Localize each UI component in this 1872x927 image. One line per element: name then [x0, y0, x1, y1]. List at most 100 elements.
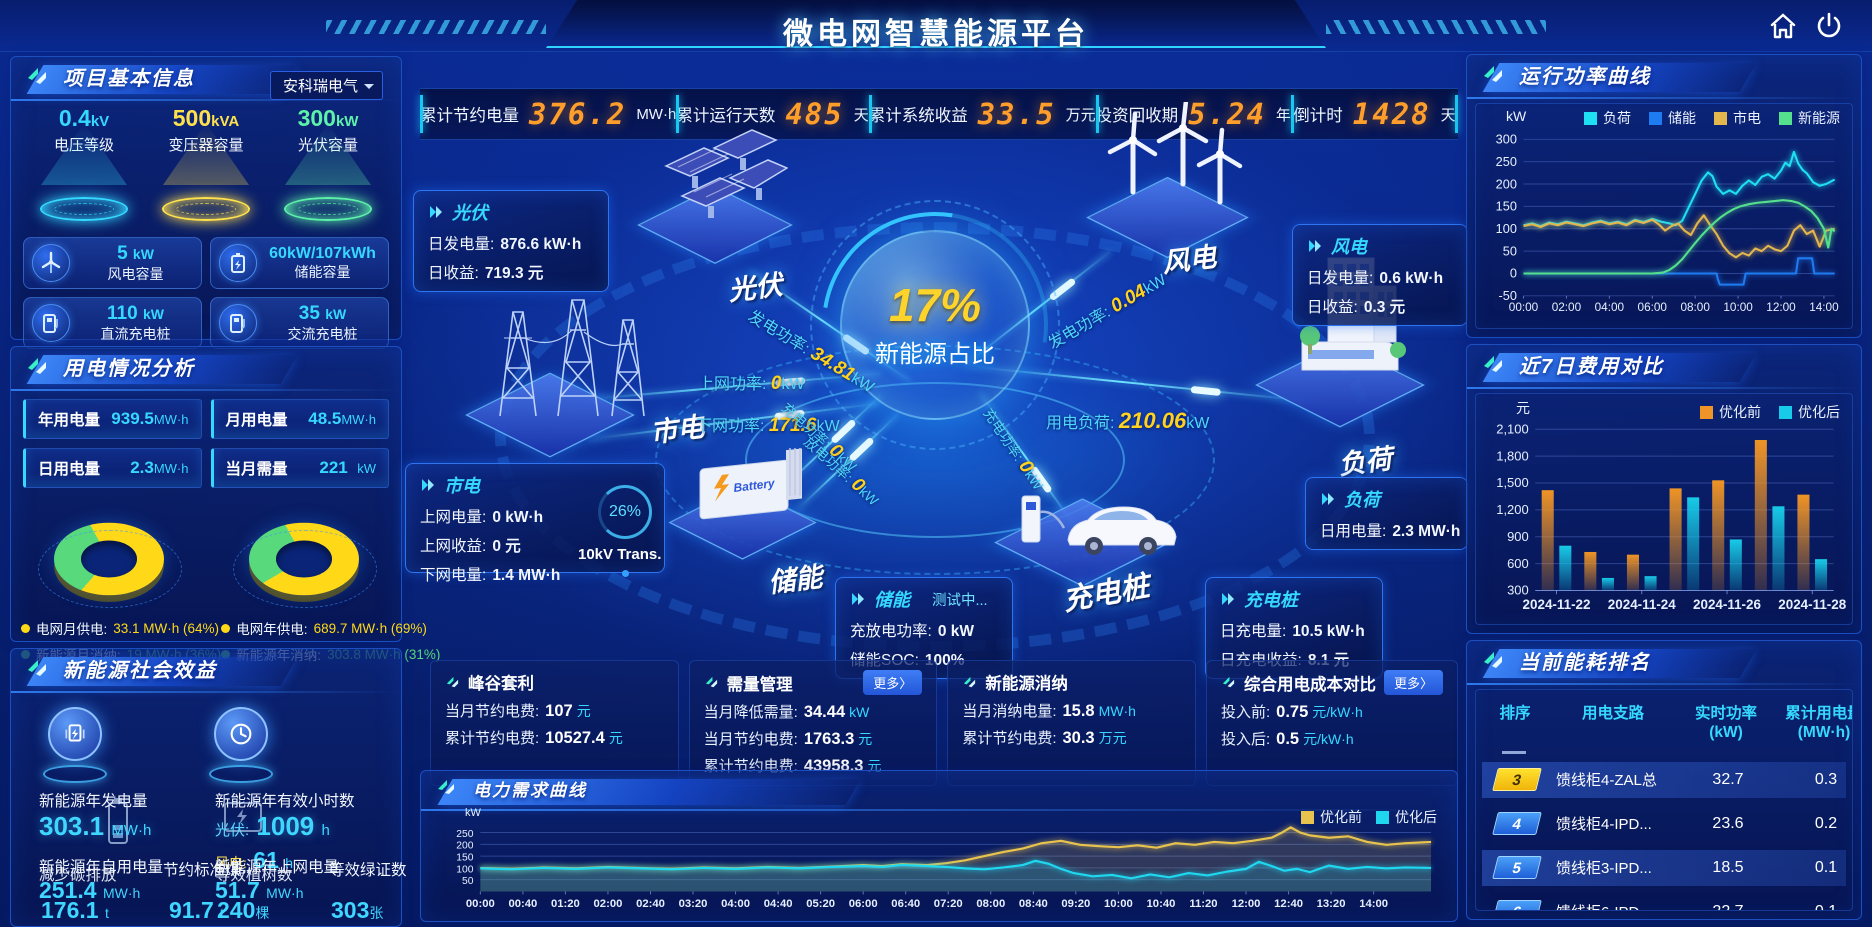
panel-corner-icon [1481, 649, 1507, 680]
col-rank: 排序 [1499, 705, 1531, 722]
usage-donuts [11, 488, 401, 608]
card-cost-compare: 综合用电成本对比 更多〉 投入前: 0.75 元/kW·h 投入后: 0.5 元/kW·h [1205, 660, 1458, 786]
panel-social-benefit: 新能源社会效益 新能源年发电量 303.1 MW·h 新能源年有效小时数 光伏:… [10, 648, 407, 927]
transformer-load-circle: 26% [598, 485, 652, 539]
panel-corner-icon [25, 65, 51, 96]
svg-text:300: 300 [1507, 583, 1529, 598]
card-renewable-absorb: 新能源消纳 当月消纳电量: 15.8 MW·h 累计节约电费: 30.3 万元 [947, 660, 1196, 786]
kpi-value: 1428 [1352, 97, 1431, 131]
bottom-metric-cards: 峰谷套利 当月节约电费: 107 元 累计节约电费: 10527.4 元 需量管理 更多〉… [430, 660, 1458, 786]
panel-energy-ranking: 当前能耗排名 排序 用电支路 实时功率 (kW) 累计用电量 (MW·h) 3 … [1466, 640, 1862, 920]
panel-cost-head: 近7日费用对比 [1467, 351, 1861, 389]
year-donut-chart [229, 504, 379, 608]
transformer-label: 10kV Trans. [578, 546, 662, 563]
svg-text:04:00: 04:00 [1595, 301, 1625, 314]
card-wind-capacity: 5 kW 风电容量 [23, 237, 202, 289]
svg-text:250: 250 [1496, 154, 1517, 169]
panel-cost-compare: 近7日费用对比 元 优化前 优化后 300 600 900 1,200 1,500 1,80… [1466, 344, 1862, 634]
panel-title: 用电情况分析 [63, 358, 195, 380]
table-row[interactable]: 6 馈线柜6-IPD 22.7 0.1 [1482, 894, 1846, 910]
wind-turbines-icon [1107, 102, 1243, 205]
panel-usage-analysis: 用电情况分析 年用电量 939.5MW·h 月用电量 48.5MW·h 日用电量 2.… [10, 346, 440, 663]
cert-label: 等效绿证数 [329, 862, 407, 879]
svg-text:11:20: 11:20 [1189, 898, 1217, 910]
panel-title: 电力需求曲线 [473, 781, 587, 800]
renewable-percent: 17% [888, 279, 982, 331]
testing-badge: 测试中... [932, 592, 988, 609]
home-icon[interactable] [1768, 11, 1798, 41]
svg-text:100: 100 [1496, 221, 1517, 236]
panel-power-curve: 运行功率曲线 kW 负荷 储能 市电 新能源 -50 0 50 100 150 200 250 30… [1466, 54, 1862, 338]
kpi-value: 376.2 [529, 97, 627, 131]
demand-chart-legend[interactable]: 优化前 优化后 [441, 807, 1437, 827]
flow-load-power: 用电负荷: 210.06kW [1046, 408, 1210, 433]
chevron-right-icon [852, 593, 864, 605]
cost-chart-legend[interactable]: 优化前 优化后 [1488, 402, 1840, 422]
svg-text:03:20: 03:20 [679, 898, 708, 910]
transformer-dot [622, 570, 629, 577]
wind-turbine-icon [32, 244, 70, 282]
svg-text:02:40: 02:40 [636, 898, 665, 910]
hours-label: 新能源年有效小时数 [215, 793, 355, 810]
battery-container-icon: Battery [699, 448, 802, 520]
panel-title: 新能源社会效益 [63, 660, 217, 682]
svg-text:200: 200 [1496, 176, 1517, 191]
export-label: 新能源年上网电量 [215, 859, 340, 876]
card-corner-icon [705, 676, 717, 688]
svg-text:00:00: 00:00 [466, 898, 495, 910]
small-battery-icon [103, 795, 133, 852]
svg-text:10:00: 10:00 [1723, 301, 1753, 314]
panel-demand-head: 电力需求曲线 [421, 777, 1457, 811]
kpi-unit: 年 [1275, 106, 1291, 124]
rank-badge: 5 [1492, 856, 1542, 880]
svg-text:06:00: 06:00 [849, 898, 878, 910]
panel-corner-icon [435, 777, 459, 806]
company-select[interactable]: 安科瑞电气 [269, 71, 383, 100]
kpi-income: 累计系统收益 33.5 万元 [868, 89, 1096, 139]
table-row[interactable]: 5 馈线柜3-IPD... 18.5 0.1 [1482, 849, 1846, 886]
chevron-right-icon [1309, 240, 1321, 252]
svg-text:200: 200 [456, 841, 473, 852]
chevron-right-icon [1222, 593, 1234, 605]
card-demand-mgmt: 需量管理 更多〉 当月降低需量: 34.44 kW 当月节约电费: 1763.3 元 累计… [688, 660, 938, 786]
kpi-value: 485 [785, 97, 844, 131]
more-button[interactable]: 更多〉 [863, 670, 923, 695]
more-button[interactable]: 更多〉 [1383, 670, 1443, 695]
svg-text:300: 300 [1496, 132, 1517, 147]
legend-grid-year: 电网年供电: 689.7 MW·h (69%) [221, 618, 440, 638]
pedestal-transformer: 500kVA 变压器容量 [147, 105, 265, 233]
svg-text:0: 0 [1510, 266, 1517, 281]
kpi-saved-energy: 累计节约电量 376.2 MW·h [420, 89, 676, 139]
svg-text:04:00: 04:00 [721, 898, 750, 910]
col-branch: 用电支路 [1581, 705, 1644, 722]
panel-corner-icon [1481, 353, 1507, 384]
flow-grid-down: 下网功率: 171.6kW [696, 415, 840, 436]
power-y-unit: kW [1506, 108, 1527, 124]
svg-text:600: 600 [1507, 556, 1529, 571]
col-power: 实时功率 (kW) [1694, 705, 1757, 742]
center-ring-dashed [810, 200, 1060, 450]
wind-info-box: 风电 日发电量: 0.6 kW·h 日收益: 0.3 元 [1292, 224, 1468, 326]
month-donut-chart [34, 504, 184, 608]
battery-icon [219, 244, 257, 282]
table-row[interactable]: 4 馈线柜4-IPD... 23.6 0.2 [1482, 806, 1846, 842]
svg-text:08:00: 08:00 [1680, 301, 1710, 314]
svg-text:01:20: 01:20 [551, 898, 580, 910]
svg-text:08:40: 08:40 [1019, 898, 1048, 910]
power-icon[interactable] [1814, 11, 1844, 41]
pedestal-voltage: 0.4kV 电压等级 [25, 105, 143, 233]
stat-month-demand: 当月需量 221 kW [210, 448, 389, 488]
ranking-header-row: 排序 用电支路 实时功率 (kW) 累计用电量 (MW·h) [1476, 690, 1852, 743]
usage-stats: 年用电量 939.5MW·h 月用电量 48.5MW·h 日用电量 2.3MW·h 当… [11, 387, 401, 488]
pv-info-box: 光伏 日发电量: 876.6 kW·h 日收益: 719.3 元 [413, 190, 609, 292]
generation-icon [43, 707, 107, 785]
kpi-value: 5.24 [1188, 97, 1266, 131]
storage-node-label: 储能 [766, 561, 824, 599]
card-peak-valley: 峰谷套利 当月节约电费: 107 元 累计节约电费: 10527.4 元 [430, 660, 679, 786]
power-chart-legend[interactable]: 负荷 储能 市电 新能源 [1488, 108, 1840, 128]
tree-label: 等效植树数 [215, 867, 293, 884]
svg-text:07:20: 07:20 [934, 898, 963, 910]
panel-title: 项目基本信息 [63, 68, 195, 90]
table-row[interactable]: 3 馈线柜4-ZAL总 32.7 0.3 [1482, 761, 1846, 798]
